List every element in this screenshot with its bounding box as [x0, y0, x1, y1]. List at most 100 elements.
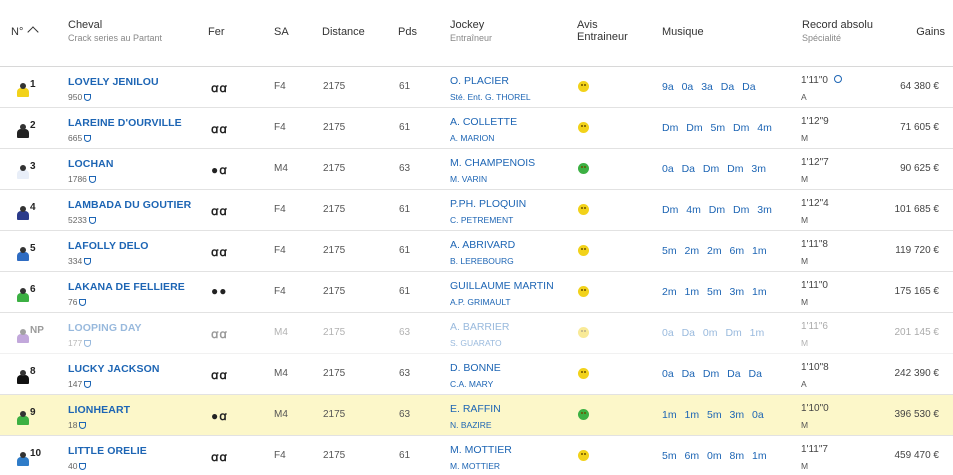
- avis-smiley-icon[interactable]: [578, 122, 589, 133]
- musique-link[interactable]: 0a Da 0m Dm 1m: [662, 327, 765, 339]
- jockey-link[interactable]: A. ABRIVARD: [450, 239, 516, 251]
- table-row[interactable]: 6 LAKANA DE FELLIERE 76 ●● F4 2175 61 GU…: [0, 272, 953, 313]
- record-text: 1'12"9: [801, 116, 829, 127]
- jockey-link[interactable]: A. COLLETTE: [450, 116, 518, 128]
- gains-value: 459 470 €: [894, 450, 940, 461]
- jockey-link[interactable]: M. MOTTIER: [450, 444, 512, 456]
- runner-number-text: 2: [30, 120, 36, 131]
- speciality-value: M: [801, 338, 809, 348]
- pds-value: 63: [399, 327, 411, 338]
- horse-sub: 950: [68, 92, 92, 102]
- clock-icon[interactable]: [833, 75, 842, 83]
- jockey-link[interactable]: P.PH. PLOQUIN: [450, 198, 527, 210]
- trainer-link[interactable]: B. LEREBOURG: [450, 256, 514, 266]
- trophy-icon: [79, 463, 87, 470]
- jockey-link[interactable]: GUILLAUME MARTIN: [450, 280, 554, 292]
- horse-name-link[interactable]: LAKANA DE FELLIERE: [68, 281, 185, 293]
- avis-smiley-icon[interactable]: [578, 204, 589, 215]
- header-num[interactable]: N°: [11, 26, 40, 38]
- fer-icons: ꭤꭤ: [211, 122, 228, 136]
- musique-link[interactable]: 0a Da Dm Da Da: [662, 368, 762, 380]
- gains-value: 90 625 €: [900, 163, 939, 174]
- table-row[interactable]: 10 LITTLE ORELIE 40 ꭤꭤ F4 2175 61 M. MOT…: [0, 436, 953, 475]
- avis-smiley-icon[interactable]: [578, 286, 589, 297]
- jockey-link[interactable]: D. BONNE: [450, 362, 501, 374]
- record-text: 1'10"8: [801, 362, 829, 373]
- trainer-link[interactable]: M. VARIN: [450, 174, 488, 184]
- horse-name-link[interactable]: LOCHAN: [68, 158, 114, 170]
- musique-link[interactable]: Dm Dm 5m Dm 4m: [662, 122, 772, 134]
- trainer-link[interactable]: M. MOTTIER: [450, 461, 501, 471]
- horse-sub: 76: [68, 297, 87, 307]
- trainer-link[interactable]: Sté. Ent. G. THOREL: [450, 92, 531, 102]
- table-row[interactable]: 4 LAMBADA DU GOUTIER 5233 ꭤꭤ F4 2175 61 …: [0, 190, 953, 231]
- table-row[interactable]: 2 LAREINE D'OURVILLE 665 ꭤꭤ F4 2175 61 A…: [0, 108, 953, 149]
- sa-value: F4: [274, 450, 286, 461]
- distance-value: 2175: [323, 409, 346, 420]
- musique-link[interactable]: 9a 0a 3a Da Da: [662, 81, 756, 93]
- avis-smiley-icon[interactable]: [578, 81, 589, 92]
- runner-number: 3: [16, 161, 46, 181]
- horse-name-link[interactable]: LOVELY JENILOU: [68, 76, 159, 88]
- musique-link[interactable]: 1m 1m 5m 3m 0a: [662, 409, 764, 421]
- jockey-link[interactable]: M. CHAMPENOIS: [450, 157, 536, 169]
- avis-smiley-icon[interactable]: [578, 450, 589, 461]
- avis-smiley-icon[interactable]: [578, 327, 589, 338]
- table-row[interactable]: 9 LIONHEART 18 ●ꭤ M4 2175 63 E. RAFFIN N…: [0, 395, 953, 436]
- jockey-link[interactable]: E. RAFFIN: [450, 403, 501, 415]
- musique-link[interactable]: 0a Da Dm Dm 3m: [662, 163, 767, 175]
- runner-number: 9: [16, 407, 46, 427]
- horse-name-link[interactable]: LAMBADA DU GOUTIER: [68, 199, 192, 211]
- avis-smiley-icon[interactable]: [578, 409, 589, 420]
- horse-name-link[interactable]: LOOPING DAY: [68, 322, 142, 334]
- header-record-label: Record absolu: [802, 19, 873, 31]
- sort-up-icon[interactable]: [27, 26, 40, 38]
- musique-link[interactable]: 5m 6m 0m 8m 1m: [662, 450, 767, 462]
- trainer-link[interactable]: A.P. GRIMAULT: [450, 297, 511, 307]
- horse-sub: 5233: [68, 215, 96, 225]
- runner-number-text: 10: [30, 448, 42, 459]
- table-header: N° Cheval Crack series au Partant Fer SA…: [0, 0, 953, 67]
- horse-name-link[interactable]: LITTLE ORELIE: [68, 445, 147, 457]
- gains-value: 201 145 €: [894, 327, 940, 338]
- table-row[interactable]: 3 LOCHAN 1786 ●ꭤ M4 2175 63 M. CHAMPENOI…: [0, 149, 953, 190]
- trainer-link[interactable]: N. BAZIRE: [450, 420, 492, 430]
- table-row[interactable]: 8 LUCKY JACKSON 147 ꭤꭤ M4 2175 63 D. BON…: [0, 354, 953, 395]
- sa-value: F4: [274, 204, 286, 215]
- musique-link[interactable]: 5m 2m 2m 6m 1m: [662, 245, 767, 257]
- musique-link[interactable]: Dm 4m Dm Dm 3m: [662, 204, 772, 216]
- table-row[interactable]: 5 LAFOLLY DELO 334 ꭤꭤ F4 2175 61 A. ABRI…: [0, 231, 953, 272]
- avis-smiley-icon[interactable]: [578, 245, 589, 256]
- speciality-value: M: [801, 297, 809, 307]
- trainer-link[interactable]: C.A. MARY: [450, 379, 494, 389]
- table-row[interactable]: NP LOOPING DAY 177 ꭤꭤ M4 2175 63 A. BARR…: [0, 313, 953, 354]
- sa-value: F4: [274, 286, 286, 297]
- jockey-link[interactable]: O. PLACIER: [450, 75, 509, 87]
- horse-name-link[interactable]: LAFOLLY DELO: [68, 240, 149, 252]
- horse-name-link[interactable]: LUCKY JACKSON: [68, 363, 160, 375]
- fer-icons: ꭤꭤ: [211, 327, 228, 341]
- trainer-link[interactable]: A. MARION: [450, 133, 495, 143]
- header-gains: Gains: [916, 26, 945, 38]
- horse-name-link[interactable]: LIONHEART: [68, 404, 131, 416]
- header-musique: Musique: [662, 26, 704, 38]
- trainer-link[interactable]: C. PETREMENT: [450, 215, 514, 225]
- musique-link[interactable]: 2m 1m 5m 3m 1m: [662, 286, 767, 298]
- header-avis-line2: Entraineur: [577, 31, 628, 43]
- header-avis: Avis Entraineur: [577, 19, 628, 43]
- avis-smiley-icon[interactable]: [578, 368, 589, 379]
- header-sa: SA: [274, 26, 289, 38]
- record-value: 1'12"9: [801, 116, 829, 127]
- table-row[interactable]: 1 LOVELY JENILOU 950 ꭤꭤ F4 2175 61 O. PL…: [0, 67, 953, 108]
- record-value: 1'11"8: [801, 239, 828, 250]
- trainer-link[interactable]: S. GUARATO: [450, 338, 502, 348]
- horse-sub: 40: [68, 461, 87, 471]
- jersey-icon: [16, 370, 30, 384]
- horse-sub-value: 76: [68, 297, 78, 307]
- horse-name-link[interactable]: LAREINE D'OURVILLE: [68, 117, 182, 129]
- jockey-link[interactable]: A. BARRIER: [450, 321, 510, 333]
- record-value: 1'10"0: [801, 403, 829, 414]
- runner-number-text: NP: [30, 325, 44, 336]
- fer-icons: ●ꭤ: [211, 409, 228, 423]
- avis-smiley-icon[interactable]: [578, 163, 589, 174]
